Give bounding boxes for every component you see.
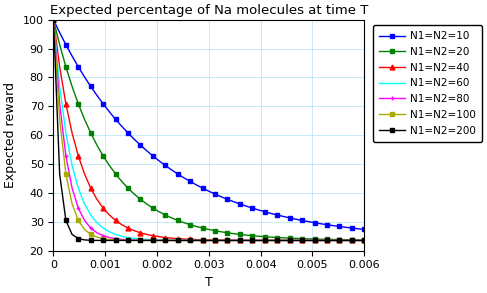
- N1=N2=200: [361, 239, 367, 242]
- N1=N2=200: [119, 239, 125, 242]
- N1=N2=100: [274, 239, 280, 242]
- Line: N1=N2=80: N1=N2=80: [51, 17, 367, 243]
- N1=N2=80: [256, 239, 262, 242]
- N1=N2=200: [51, 18, 56, 21]
- N1=N2=80: [361, 239, 367, 242]
- N1=N2=20: [119, 180, 125, 183]
- N1=N2=200: [262, 239, 268, 242]
- N1=N2=100: [144, 239, 150, 242]
- N1=N2=60: [361, 239, 367, 242]
- N1=N2=20: [274, 236, 280, 239]
- Line: N1=N2=60: N1=N2=60: [54, 20, 364, 241]
- N1=N2=10: [361, 228, 367, 231]
- N1=N2=20: [256, 234, 262, 238]
- Y-axis label: Expected reward: Expected reward: [4, 82, 17, 188]
- N1=N2=40: [355, 239, 361, 242]
- N1=N2=60: [274, 239, 280, 242]
- N1=N2=20: [51, 18, 56, 21]
- N1=N2=20: [355, 238, 361, 242]
- N1=N2=60: [355, 239, 361, 242]
- N1=N2=10: [274, 213, 280, 217]
- N1=N2=60: [150, 238, 156, 241]
- N1=N2=20: [144, 202, 150, 206]
- N1=N2=80: [150, 239, 156, 242]
- N1=N2=200: [281, 239, 286, 242]
- Line: N1=N2=20: N1=N2=20: [51, 17, 367, 242]
- N1=N2=60: [51, 18, 56, 21]
- N1=N2=200: [249, 239, 255, 242]
- N1=N2=80: [144, 239, 150, 242]
- N1=N2=40: [51, 18, 56, 21]
- N1=N2=40: [256, 239, 262, 242]
- N1=N2=20: [361, 238, 367, 242]
- N1=N2=10: [355, 227, 361, 231]
- N1=N2=40: [361, 239, 367, 242]
- N1=N2=20: [150, 206, 156, 210]
- N1=N2=100: [51, 18, 56, 21]
- N1=N2=10: [51, 18, 56, 21]
- N1=N2=100: [361, 239, 367, 242]
- N1=N2=40: [274, 239, 280, 242]
- N1=N2=60: [144, 238, 150, 241]
- Line: N1=N2=200: N1=N2=200: [51, 17, 367, 243]
- Line: N1=N2=100: N1=N2=100: [51, 17, 367, 243]
- N1=N2=80: [355, 239, 361, 242]
- N1=N2=100: [256, 239, 262, 242]
- N1=N2=10: [150, 154, 156, 158]
- N1=N2=10: [256, 208, 262, 212]
- N1=N2=40: [150, 234, 156, 237]
- N1=N2=40: [144, 233, 150, 236]
- N1=N2=10: [144, 149, 150, 152]
- N1=N2=200: [144, 239, 150, 242]
- N1=N2=200: [355, 239, 361, 242]
- N1=N2=60: [256, 239, 262, 242]
- N1=N2=100: [150, 239, 156, 242]
- N1=N2=200: [150, 239, 156, 242]
- Title: Expected percentage of Na molecules at time T: Expected percentage of Na molecules at t…: [50, 4, 368, 17]
- N1=N2=100: [355, 239, 361, 242]
- N1=N2=10: [119, 125, 125, 128]
- N1=N2=40: [119, 223, 125, 226]
- Line: N1=N2=40: N1=N2=40: [51, 17, 367, 243]
- Line: N1=N2=10: N1=N2=10: [51, 17, 367, 232]
- N1=N2=80: [274, 239, 280, 242]
- N1=N2=100: [119, 239, 125, 242]
- N1=N2=60: [119, 234, 125, 238]
- N1=N2=80: [119, 238, 125, 241]
- X-axis label: T: T: [205, 276, 213, 289]
- N1=N2=80: [51, 18, 56, 21]
- Legend: N1=N2=10, N1=N2=20, N1=N2=40, N1=N2=60, N1=N2=80, N1=N2=100, N1=N2=200: N1=N2=10, N1=N2=20, N1=N2=40, N1=N2=60, …: [373, 25, 482, 142]
